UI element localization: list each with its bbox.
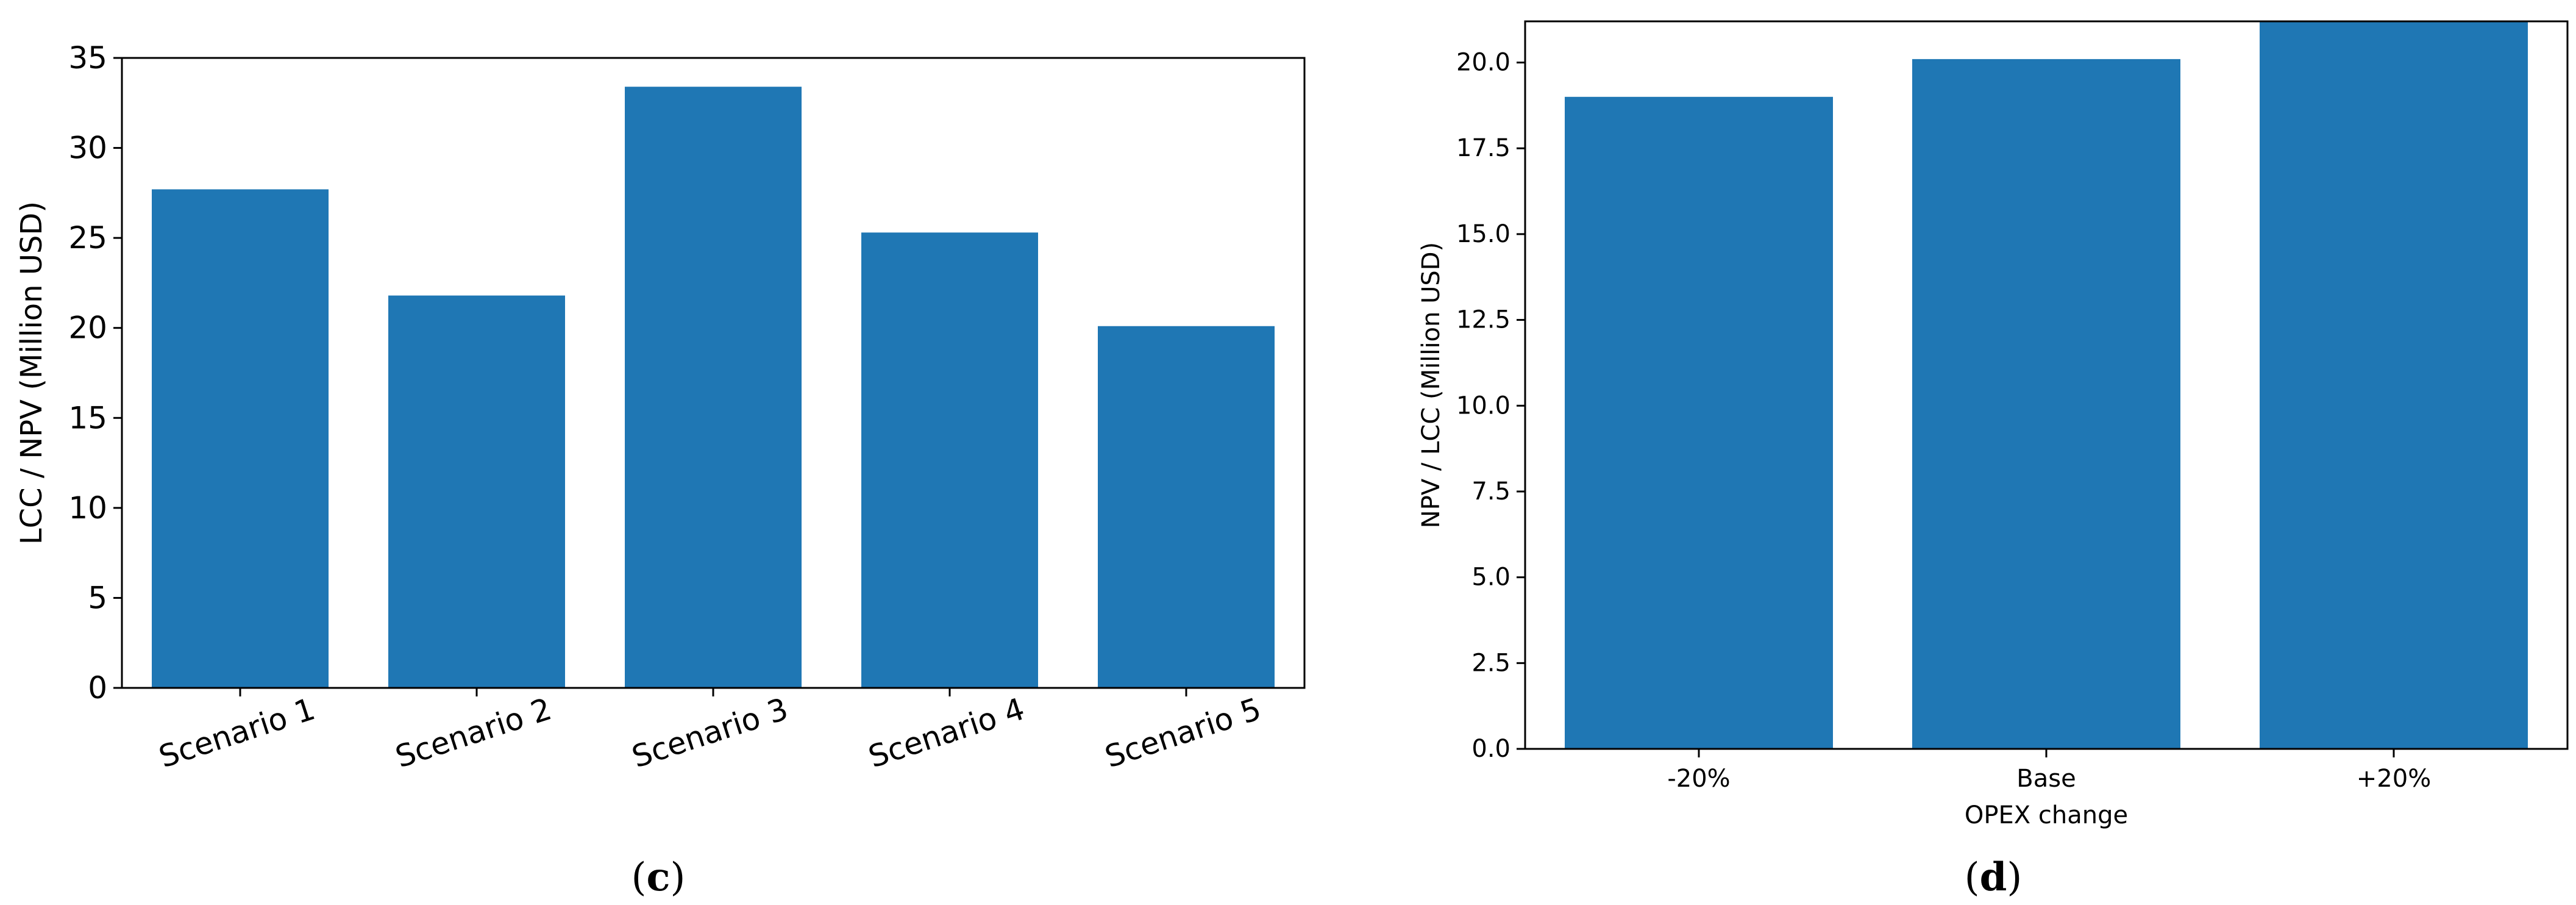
bar-1 bbox=[152, 189, 329, 688]
y-tick-label: 5 bbox=[88, 580, 107, 615]
y-tick-label: 10.0 bbox=[1456, 392, 1510, 420]
y-axis-label: NPV / LCC (Million USD) bbox=[1417, 242, 1445, 528]
y-tick-label: 0.0 bbox=[1471, 735, 1510, 763]
y-tick-label: 20 bbox=[68, 310, 107, 346]
x-tick-label: Scenario 4 bbox=[864, 691, 1029, 774]
y-tick-label: 30 bbox=[68, 131, 107, 166]
x-tick-label: Scenario 1 bbox=[155, 691, 319, 774]
x-tick-label: Scenario 2 bbox=[391, 691, 556, 774]
x-tick-label: Scenario 3 bbox=[628, 691, 792, 774]
panel-label: (c) bbox=[632, 854, 686, 900]
panel-label: (d) bbox=[1965, 854, 2023, 900]
y-tick-label: 17.5 bbox=[1456, 134, 1510, 162]
bar-2 bbox=[1912, 59, 2180, 749]
x-tick-label: Base bbox=[2016, 765, 2076, 793]
y-tick-label: 12.5 bbox=[1456, 306, 1510, 334]
y-tick-label: 10 bbox=[68, 490, 107, 526]
y-tick-label: 7.5 bbox=[1471, 478, 1510, 506]
bar-5 bbox=[1098, 326, 1275, 688]
y-tick-label: 35 bbox=[68, 40, 107, 76]
y-tick-label: 5.0 bbox=[1471, 563, 1510, 592]
y-tick-label: 2.5 bbox=[1471, 649, 1510, 677]
bar-2 bbox=[388, 295, 565, 688]
bar-1 bbox=[1565, 96, 1833, 749]
y-tick-label: 15 bbox=[68, 400, 107, 435]
chart-panel-c: 0 5 10 15 20 25 30 35 Scenario 1 Scenario 2 Scenar… bbox=[15, 40, 1306, 900]
x-axis-label: OPEX change bbox=[1965, 801, 2128, 829]
chart-panel-d: 0.0 2.5 5.0 7.5 10.0 12.5 15.0 17.5 20.0 -20% Base… bbox=[1417, 20, 2569, 900]
x-tick-label: -20% bbox=[1667, 765, 1730, 793]
y-tick-label: 15.0 bbox=[1456, 220, 1510, 248]
y-tick-label: 20.0 bbox=[1456, 49, 1510, 77]
x-tick-label: Scenario 5 bbox=[1101, 691, 1265, 774]
bar-3 bbox=[2260, 21, 2528, 749]
bar-3 bbox=[625, 87, 802, 689]
y-tick-label: 0 bbox=[88, 670, 107, 706]
y-axis-label: LCC / NPV (Million USD) bbox=[15, 201, 49, 545]
x-tick-label: +20% bbox=[2357, 765, 2431, 793]
y-tick-label: 25 bbox=[68, 220, 107, 256]
bar-4 bbox=[861, 232, 1038, 688]
